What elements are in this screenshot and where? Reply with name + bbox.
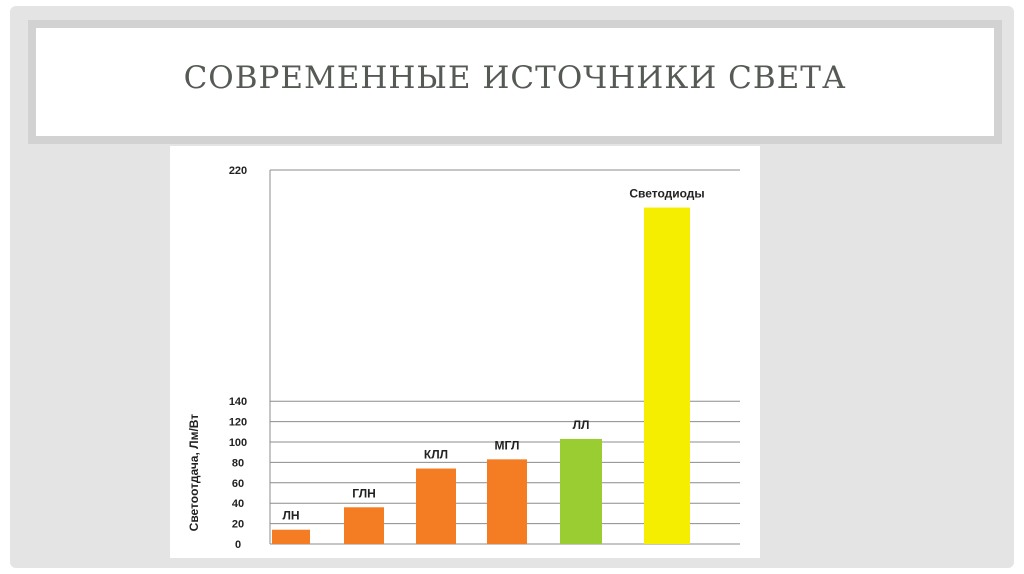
bar-5 (560, 438, 602, 544)
bar-label: ГЛН (352, 486, 376, 500)
y-tick-label: 40 (232, 498, 244, 510)
bar-1 (272, 529, 310, 544)
bar-6 (644, 207, 690, 544)
bar-chart: 0 20 40 60 80 100 120 140 220 Светоотдача, Лм/Вт Л… (187, 165, 740, 551)
bar-label: КЛЛ (424, 448, 448, 462)
chart-panel: 0 20 40 60 80 100 120 140 220 Светоотдача, Лм/Вт Л… (170, 146, 760, 558)
bar-label: Светодиоды (629, 187, 704, 201)
bar-label: ЛН (282, 509, 299, 523)
y-tick-label: 0 (235, 539, 241, 551)
title-band: СОВРЕМЕННЫЕ ИСТОЧНИКИ СВЕТА (28, 20, 1002, 144)
bar-label: МГЛ (495, 438, 520, 452)
y-tick-label: 60 (232, 478, 244, 490)
y-tick-label: 120 (229, 417, 247, 429)
y-tick-label: 220 (229, 165, 247, 177)
bar-2 (344, 507, 384, 544)
y-tick-label: 80 (232, 457, 244, 469)
y-axis-title: Светоотдача, Лм/Вт (187, 414, 201, 532)
y-tick-label: 140 (229, 396, 247, 408)
bar-label: ЛЛ (573, 418, 590, 432)
bar-4 (487, 459, 527, 544)
bar-3 (416, 468, 456, 544)
y-tick-label: 100 (229, 437, 247, 449)
slide-title: СОВРЕМЕННЫЕ ИСТОЧНИКИ СВЕТА (183, 60, 847, 96)
slide-background: СОВРЕМЕННЫЕ ИСТОЧНИКИ СВЕТА 0 20 40 60 80 100… (10, 6, 1014, 568)
y-tick-label: 20 (232, 519, 244, 531)
